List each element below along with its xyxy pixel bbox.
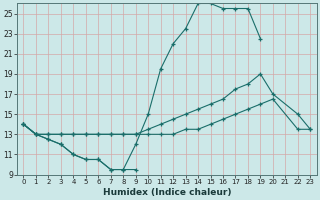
X-axis label: Humidex (Indice chaleur): Humidex (Indice chaleur) [103, 188, 231, 197]
